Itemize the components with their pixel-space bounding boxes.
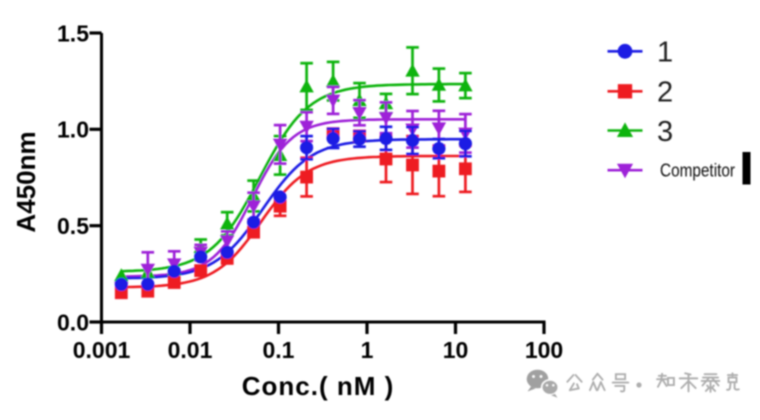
svg-text:0.001: 0.001 [73,337,131,363]
svg-text:2: 2 [657,77,673,109]
svg-text:0.1: 0.1 [263,337,295,363]
svg-text:1: 1 [657,37,673,69]
svg-text:3: 3 [657,116,673,148]
svg-text:Competitor: Competitor [660,160,735,180]
svg-text:0.0: 0.0 [57,309,89,335]
svg-text:Conc.( nM ): Conc.( nM ) [242,371,395,401]
svg-text:10: 10 [443,337,469,363]
svg-text:1.5: 1.5 [57,20,89,46]
svg-text:A450nm: A450nm [11,131,41,232]
svg-text:100: 100 [525,337,563,363]
svg-text:1.0: 1.0 [57,117,89,143]
svg-text:0.01: 0.01 [168,337,213,363]
svg-text:1: 1 [361,337,374,363]
svg-text:0.5: 0.5 [57,213,89,239]
